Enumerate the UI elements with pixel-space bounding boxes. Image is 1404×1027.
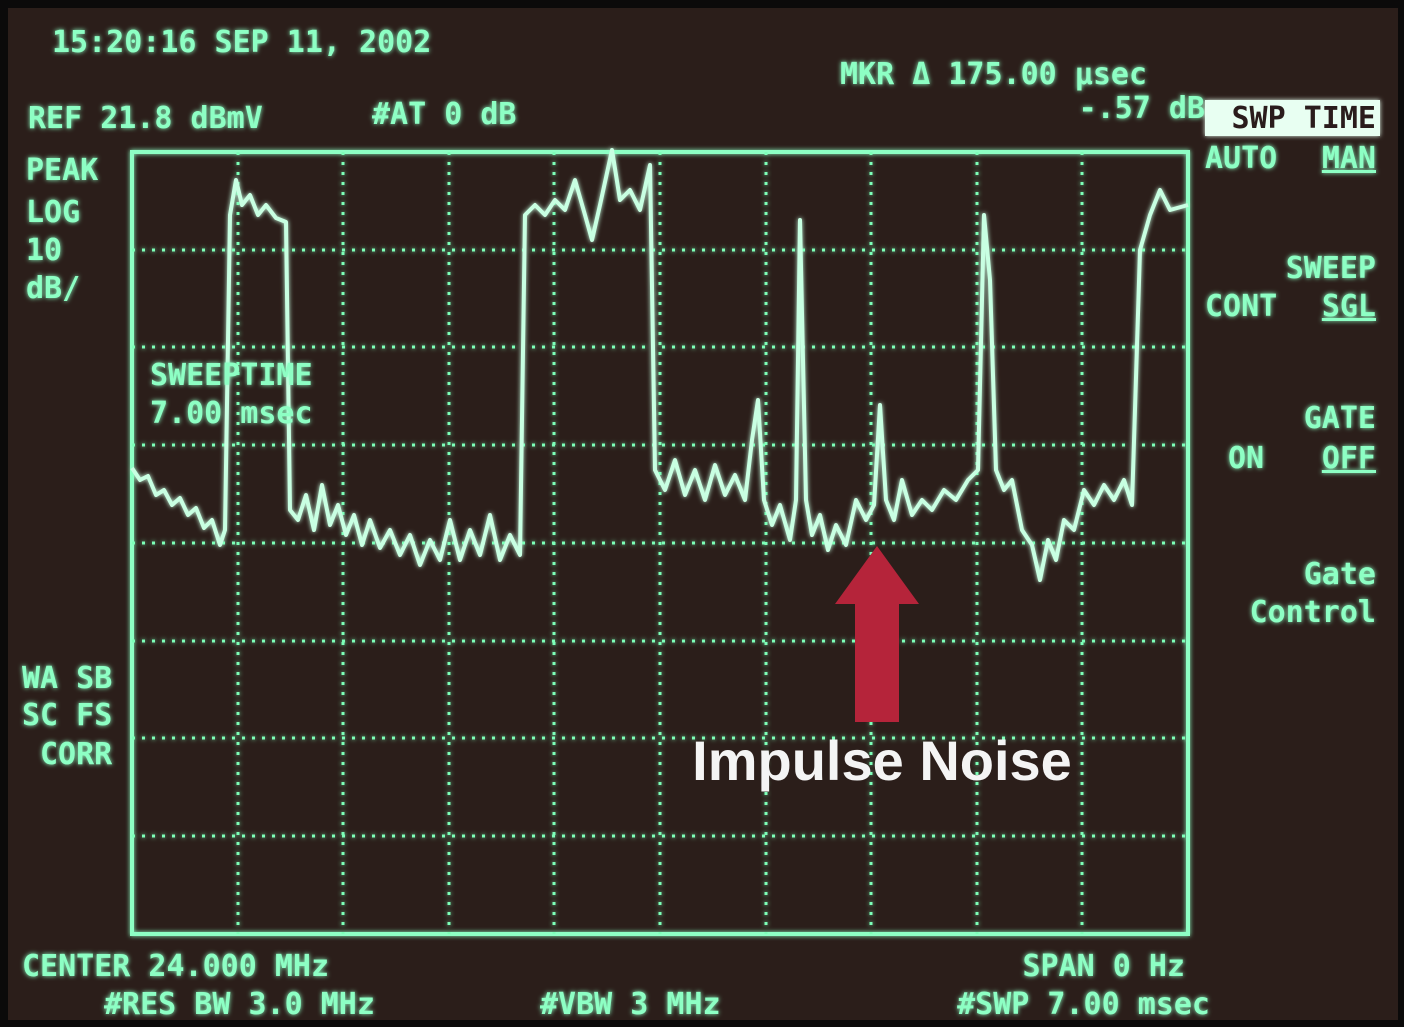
reference-level: REF 21.8 dBmV bbox=[28, 101, 263, 136]
timestamp: 15:20:16 SEP 11, 2002 bbox=[52, 25, 431, 60]
softkey-option[interactable]: CONT bbox=[1205, 289, 1277, 324]
sweep-label: SWEEPTIME bbox=[150, 358, 313, 393]
graticule bbox=[130, 148, 1190, 936]
softkey-highlight bbox=[1205, 100, 1380, 136]
detector: PEAK bbox=[26, 153, 98, 188]
softkey-option[interactable]: MAN bbox=[1322, 141, 1376, 176]
attenuation: #AT 0 dB bbox=[372, 97, 517, 132]
scale-line: 10 bbox=[26, 233, 62, 268]
softkey-option[interactable]: OFF bbox=[1322, 441, 1376, 476]
span: SPAN 0 Hz bbox=[1022, 949, 1185, 984]
softkey-title[interactable]: Gate bbox=[1304, 557, 1376, 592]
resolution-bandwidth: #RES BW 3.0 MHz bbox=[104, 987, 375, 1022]
sweep-time: #SWP 7.00 msec bbox=[957, 987, 1210, 1022]
status-line: WA SB bbox=[22, 661, 112, 696]
softkey-option[interactable]: ON bbox=[1228, 441, 1264, 476]
marker: MKR Δ 175.00 μsec bbox=[840, 57, 1147, 92]
marker-level: -.57 dB bbox=[1079, 91, 1205, 126]
video-bandwidth: #VBW 3 MHz bbox=[540, 987, 721, 1022]
screen bbox=[8, 8, 1398, 1020]
callout: Impulse Noise bbox=[692, 546, 1072, 792]
scale-line: LOG bbox=[26, 195, 80, 230]
softkey-title[interactable]: SWEEP bbox=[1286, 251, 1376, 286]
center-frequency: CENTER 24.000 MHz bbox=[22, 949, 329, 984]
softkey-title[interactable]: GATE bbox=[1304, 401, 1376, 436]
arrow-shaft bbox=[855, 600, 899, 722]
softkey-title[interactable]: SWP TIME bbox=[1232, 101, 1377, 136]
trace bbox=[130, 148, 1189, 582]
scale-line: dB/ bbox=[26, 271, 80, 306]
softkey-option[interactable]: SGL bbox=[1322, 289, 1376, 324]
annotation: Impulse Noise bbox=[692, 729, 1072, 792]
softkey-option[interactable]: AUTO bbox=[1205, 141, 1277, 176]
softkey-title[interactable]: Control bbox=[1250, 595, 1376, 630]
status-line: CORR bbox=[40, 737, 113, 772]
readouts: 15:20:16 SEP 11, 2002 REF 21.8 dBmV #AT … bbox=[22, 25, 1380, 1022]
sweep-value: 7.00 msec bbox=[150, 396, 313, 431]
status-line: SC FS bbox=[22, 698, 112, 733]
grid bbox=[132, 152, 1188, 934]
arrow-head bbox=[835, 546, 919, 604]
